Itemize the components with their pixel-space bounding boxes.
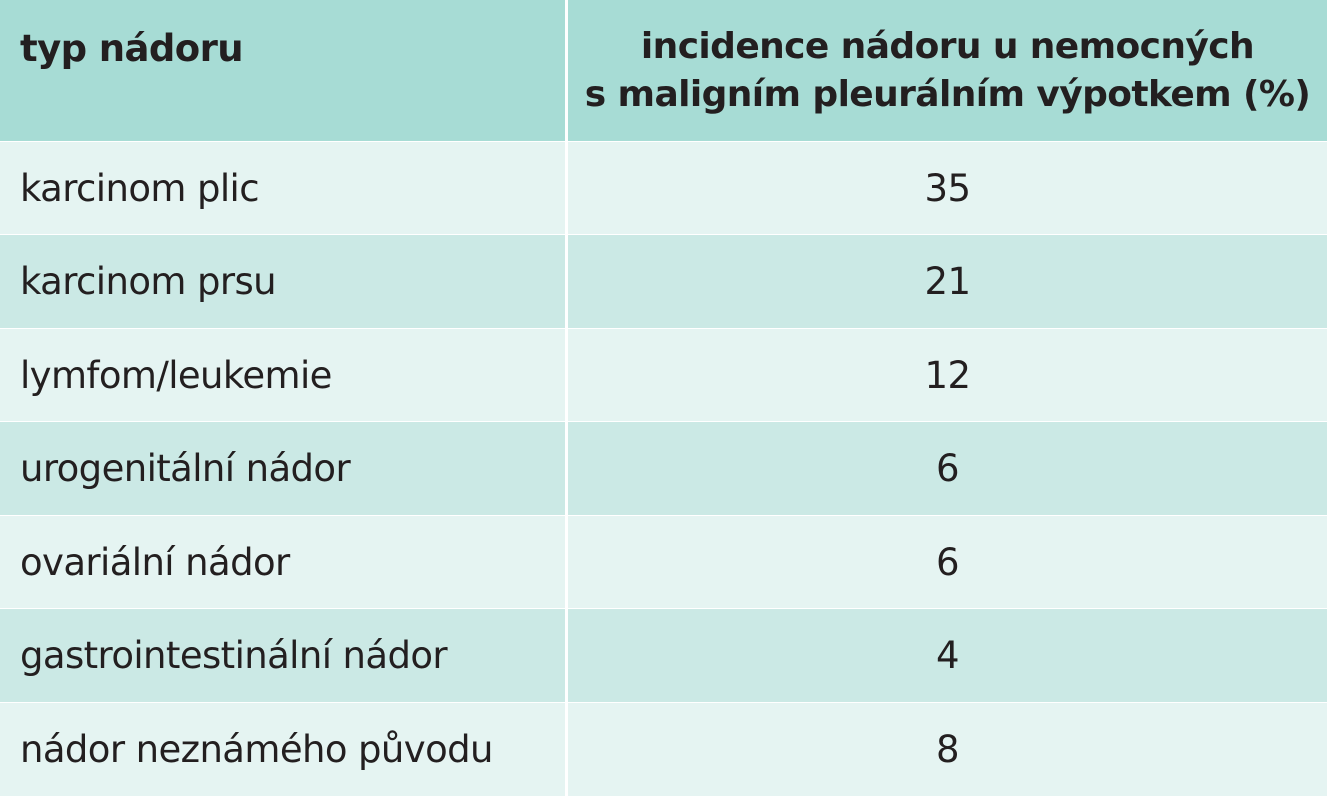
incidence-value: 21	[924, 260, 971, 303]
tumor-name: karcinom prsu	[20, 260, 277, 303]
incidence-value: 6	[936, 540, 960, 584]
table-row-3-incidence: 12	[568, 329, 1327, 421]
tumor-name: ovariální nádor	[20, 540, 290, 584]
header-tumor-type-label: typ nádoru	[20, 27, 244, 70]
tumor-name: karcinom plic	[20, 166, 260, 210]
table-row-5-incidence: 6	[568, 516, 1327, 608]
table-row-7-incidence: 8	[568, 703, 1327, 796]
incidence-value: 8	[936, 728, 960, 771]
header-incidence-line1: incidence nádoru u nemocných	[640, 25, 1255, 67]
tumor-name: gastrointestinální nádor	[20, 634, 448, 677]
incidence-value: 4	[936, 634, 960, 677]
table-row-2-tumor: karcinom prsu	[0, 235, 568, 328]
header-incidence-line2: s maligním pleurálním výpotkem (%)	[584, 73, 1311, 115]
table-row-1-incidence: 35	[568, 142, 1327, 234]
incidence-value: 6	[936, 447, 960, 490]
incidence-value: 12	[924, 353, 971, 397]
header-incidence: incidence nádoru u nemocných s maligním …	[568, 0, 1327, 141]
table-row-7-tumor: nádor neznámého původu	[0, 703, 568, 796]
incidence-value: 35	[924, 166, 971, 210]
table-row-4-tumor: urogenitální nádor	[0, 422, 568, 515]
header-tumor-type: typ nádoru	[0, 0, 568, 141]
table-row-2-incidence: 21	[568, 235, 1327, 328]
tumor-name: nádor neznámého původu	[20, 728, 493, 771]
tumor-name: urogenitální nádor	[20, 447, 351, 490]
table-row-4-incidence: 6	[568, 422, 1327, 515]
tumor-name: lymfom/leukemie	[20, 353, 332, 397]
table-row-6-tumor: gastrointestinální nádor	[0, 609, 568, 702]
table-row-5-tumor: ovariální nádor	[0, 516, 568, 608]
table-row-1-tumor: karcinom plic	[0, 142, 568, 234]
table-row-3-tumor: lymfom/leukemie	[0, 329, 568, 421]
table-row-6-incidence: 4	[568, 609, 1327, 702]
